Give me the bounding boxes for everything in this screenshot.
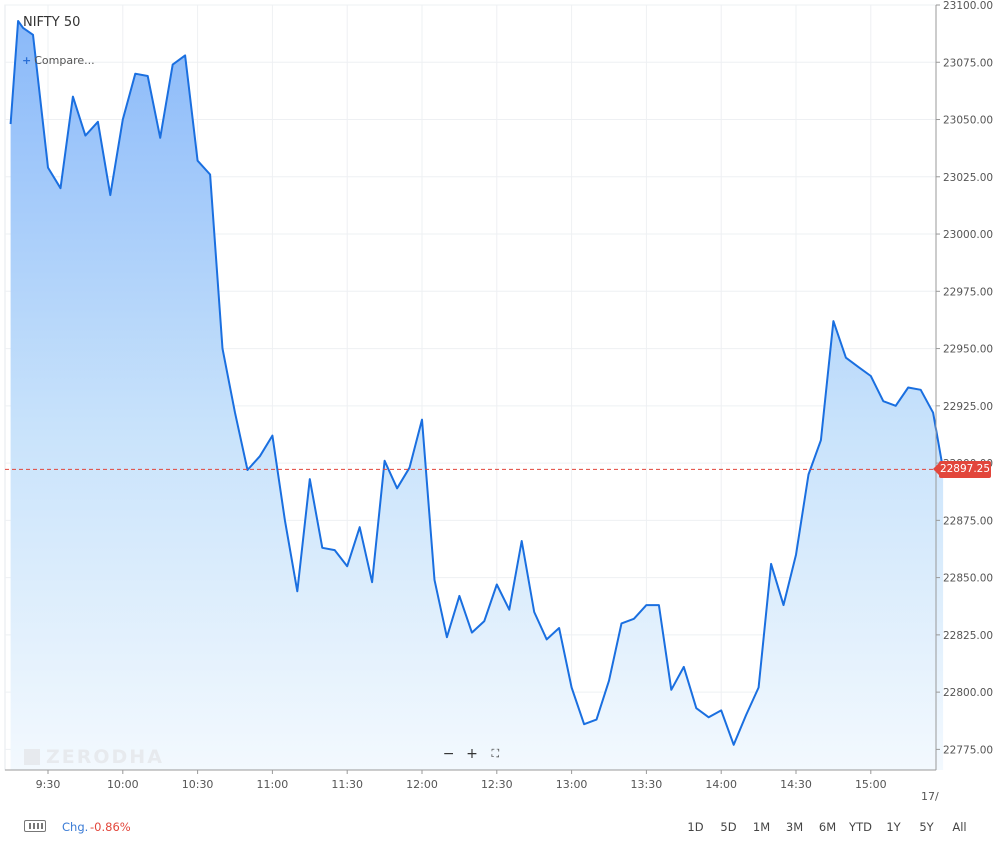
range-button-5d[interactable]: 5D [720,820,737,834]
y-axis: 23100.00 23075.00 23050.00 23025.00 23000.00… [935,0,993,770]
y-tick-label: 22775.00 [943,744,993,756]
y-tick-label: 22825.00 [943,630,993,642]
x-tick-label: 11:30 [331,778,363,791]
range-button-5y[interactable]: 5Y [919,820,934,834]
instrument-title: NIFTY 50 [23,15,81,30]
zoom-out-button[interactable]: − [442,746,455,762]
y-tick-label: 23050.00 [943,115,993,127]
range-button-1y[interactable]: 1Y [886,820,901,834]
x-axis-edge-label: 17/ [921,790,939,803]
change-label: Chg. [62,820,89,834]
range-button-3m[interactable]: 3M [785,820,804,834]
x-tick-label: 10:00 [107,778,139,791]
zerodha-logo-icon [24,749,40,765]
range-button-all[interactable]: All [952,820,967,834]
y-tick-label: 22850.00 [943,573,993,585]
range-button-1m[interactable]: 1M [752,820,771,834]
series-line [9,20,945,746]
change-value: -0.86% [90,820,131,834]
y-tick-label: 22975.00 [943,286,993,298]
series-area-fill [10,21,944,770]
x-tick-label: 13:30 [631,778,663,791]
current-price-badge: 22897.25 [933,460,991,478]
compare-label: Compare... [34,54,95,67]
keyboard-icon[interactable] [24,820,46,832]
range-button-6m[interactable]: 6M [818,820,837,834]
fullscreen-icon[interactable]: ⛶ [491,747,500,760]
y-tick-label: 23075.00 [943,57,993,69]
y-tick-label: 23000.00 [943,229,993,241]
y-tick-label: 22925.00 [943,401,993,413]
x-tick-label: 14:00 [705,778,737,791]
y-tick-label: 22875.00 [943,515,993,527]
x-axis: 9:30 10:00 10:30 11:00 11:30 12:00 12:30 13:00 1… [5,769,936,791]
x-tick-label: 15:00 [855,778,887,791]
range-button-ytd[interactable]: YTD [849,820,872,834]
compare-button[interactable]: + Compare... [22,54,95,67]
price-area [5,20,945,770]
x-tick-label: 10:30 [182,778,214,791]
y-tick-label: 22800.00 [943,687,993,699]
range-button-1d[interactable]: 1D [687,820,704,834]
watermark: ZERODHA [24,746,164,768]
add-icon: + [22,54,32,67]
x-tick-label: 9:30 [36,778,61,791]
y-tick-label: 22950.00 [943,344,993,356]
x-tick-label: 11:00 [257,778,289,791]
zoom-controls: − + ⛶ [437,744,507,764]
chart-footer: Chg. -0.86% 1D 5D 1M 3M 6M YTD 1Y 5Y All [0,812,994,842]
y-tick-label: 23025.00 [943,172,993,184]
x-tick-label: 14:30 [780,778,812,791]
zoom-in-button[interactable]: + [466,746,478,762]
x-tick-label: 12:00 [406,778,438,791]
range-selector: 1D 5D 1M 3M 6M YTD 1Y 5Y All [679,820,976,834]
x-tick-label: 13:00 [556,778,588,791]
x-tick-label: 12:30 [481,778,513,791]
watermark-text: ZERODHA [46,746,164,768]
y-tick-label: 23100.00 [943,0,993,12]
